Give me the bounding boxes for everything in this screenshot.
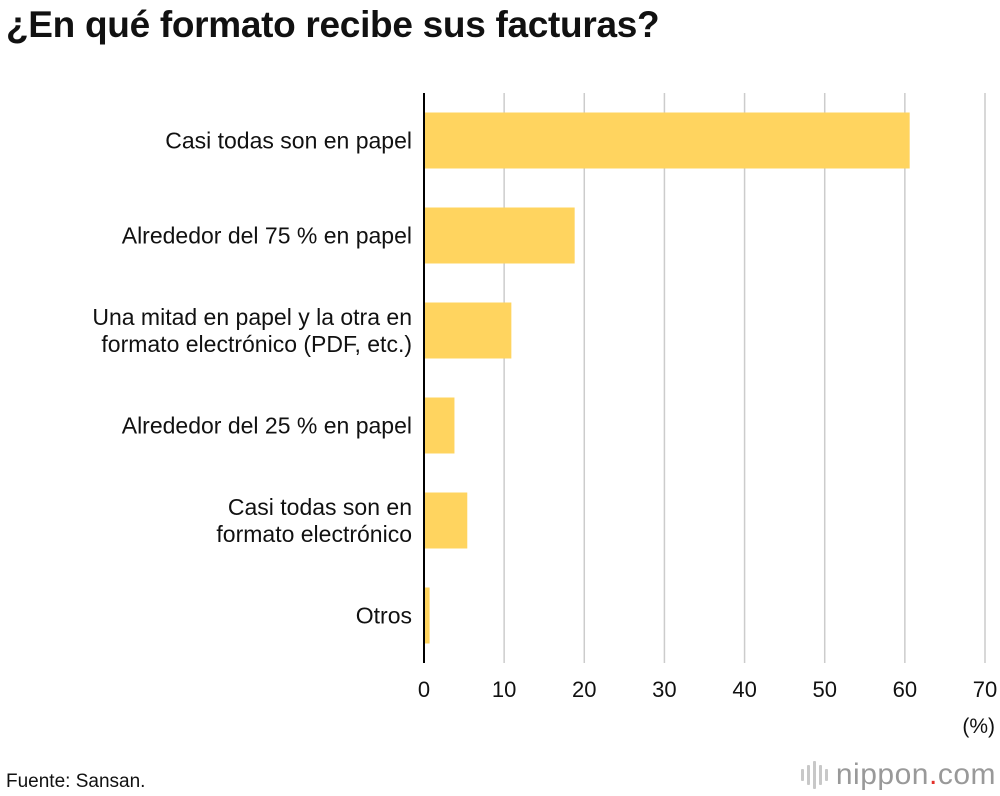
bar <box>424 397 455 454</box>
x-tick-label: 60 <box>893 677 917 702</box>
bars <box>424 112 910 644</box>
bar <box>424 587 430 644</box>
x-axis-unit-label: (%) <box>962 715 995 738</box>
category-label: Una mitad en papel y la otra en <box>92 304 412 330</box>
x-tick-label: 30 <box>652 677 676 702</box>
category-labels: Casi todas son en papel Alrededor del 75 … <box>92 128 412 629</box>
category-label: formato electrónico <box>216 521 412 547</box>
category-label: Otros <box>356 603 412 629</box>
x-tick-label: 10 <box>492 677 516 702</box>
x-tick-label: 0 <box>418 677 430 702</box>
category-label: Casi todas son en <box>228 494 412 520</box>
category-label: Alrededor del 25 % en papel <box>122 413 412 439</box>
logo-bars-icon <box>800 761 828 789</box>
category-label: Casi todas son en papel <box>165 128 412 154</box>
x-tick-label: 20 <box>572 677 596 702</box>
bar <box>424 207 575 264</box>
x-tick-label: 40 <box>732 677 756 702</box>
x-tick-label: 50 <box>812 677 836 702</box>
chart-title: ¿En qué formato recibe sus facturas? <box>6 4 660 45</box>
nippon-logo: nippon.com <box>800 758 996 792</box>
logo-wordmark: nippon.com <box>835 758 996 791</box>
source-note: Fuente: Sansan. <box>6 771 146 792</box>
gridlines <box>503 93 986 663</box>
x-tick-labels: 0 10 20 30 40 50 60 70 <box>418 677 997 702</box>
category-label: Alrededor del 75 % en papel <box>122 223 412 249</box>
category-label: formato electrónico (PDF, etc.) <box>101 331 412 357</box>
bar <box>424 302 512 359</box>
bar <box>424 492 468 549</box>
x-tick-label: 70 <box>973 677 997 702</box>
bar <box>424 112 910 169</box>
